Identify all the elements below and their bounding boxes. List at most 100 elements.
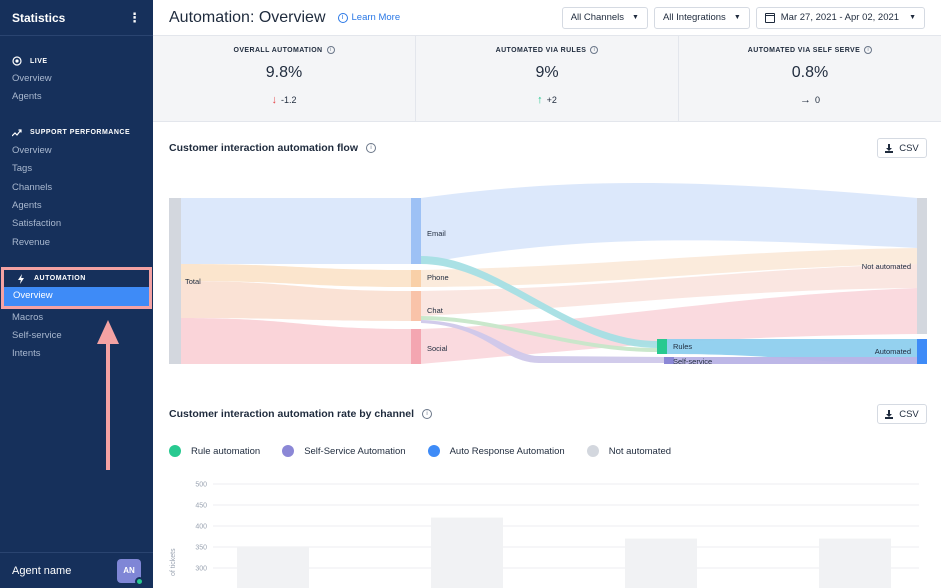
sidebar-item-intents[interactable]: Intents xyxy=(12,348,41,360)
integrations-dropdown[interactable]: All Integrations ▼ xyxy=(653,6,750,29)
arrow-up-icon: ↑ xyxy=(537,94,543,106)
node-total xyxy=(169,198,181,364)
download-icon xyxy=(885,143,894,153)
download-icon xyxy=(885,409,894,419)
legend-item-not-automated[interactable]: Not automated xyxy=(586,445,671,457)
info-icon[interactable]: i xyxy=(864,46,873,54)
sidebar: Statistics ⋮ LIVE Overview Agents SUPPOR… xyxy=(0,0,153,588)
kpi-value: 0.8% xyxy=(791,64,829,81)
sidebar-item-self-service[interactable]: Self-service xyxy=(12,329,62,341)
sidebar-item-channels[interactable]: Channels xyxy=(12,181,53,193)
sidebar-item-live-overview[interactable]: Overview xyxy=(12,73,52,84)
flow-total-phone xyxy=(181,264,411,287)
bar-not-automated[interactable] xyxy=(625,538,697,588)
date-range-dropdown[interactable]: Mar 27, 2021 - Apr 02, 2021 ▼ xyxy=(755,6,925,29)
node-automated xyxy=(917,339,927,364)
automation-rate-bar-chart: of tickets 500 450 400 350 300 xyxy=(170,482,919,588)
highlight-box: AUTOMATION Overview xyxy=(1,267,152,309)
sidebar-section-support-performance: SUPPORT PERFORMANCE Overview Tags Channe… xyxy=(0,124,153,252)
info-icon[interactable]: i xyxy=(326,46,335,54)
sidebar-item-automation-overview[interactable]: Overview xyxy=(4,287,149,306)
learn-more-link[interactable]: i Learn More xyxy=(337,12,400,23)
legend-swatch xyxy=(427,445,440,457)
node-email xyxy=(411,198,421,264)
node-self-service xyxy=(664,357,674,364)
flow-section-title: Customer interaction automation flow i xyxy=(169,142,377,154)
bar-not-automated[interactable] xyxy=(237,547,309,588)
arrow-right-icon: → xyxy=(799,94,811,106)
kpi-automated-via-rules: AUTOMATED VIA RULES i 9% ↑ +2 xyxy=(416,36,679,121)
kpi-label: AUTOMATED VIA RULES xyxy=(495,46,587,54)
y-tick-label: 350 xyxy=(195,545,207,552)
automation-flow-sankey: Total Email Phone Chat Social Rules Self… xyxy=(169,183,927,366)
info-icon[interactable]: i xyxy=(366,143,377,153)
info-icon[interactable]: i xyxy=(422,409,433,419)
legend-swatch xyxy=(282,445,295,457)
sidebar-section-header: AUTOMATION xyxy=(4,270,149,287)
top-bar: Automation: Overview i Learn More All Ch… xyxy=(153,0,941,36)
sidebar-title: Statistics xyxy=(12,10,66,25)
flow-email-not-automated xyxy=(421,183,917,264)
online-status-dot xyxy=(135,576,144,586)
kpi-automated-via-self-serve: AUTOMATED VIA SELF SERVE i 0.8% → 0 xyxy=(679,36,941,121)
node-label-automated: Automated xyxy=(875,347,911,356)
sidebar-item-satisfaction[interactable]: Satisfaction xyxy=(12,218,62,230)
bar-not-automated[interactable] xyxy=(431,517,503,588)
flow-csv-button[interactable]: CSV xyxy=(877,138,927,158)
caret-down-icon: ▼ xyxy=(909,14,916,21)
sidebar-section-automation: AUTOMATION Overview Macros Self-service … xyxy=(0,267,153,364)
sidebar-section-live: LIVE Overview Agents xyxy=(0,52,153,107)
y-tick-label: 450 xyxy=(195,503,207,510)
node-label-chat: Chat xyxy=(427,306,444,315)
flow-total-social xyxy=(181,318,411,364)
node-label-rules: Rules xyxy=(673,342,692,351)
sidebar-item-macros[interactable]: Macros xyxy=(12,311,44,323)
sidebar-item-performance-overview[interactable]: Overview xyxy=(12,144,52,156)
bolt-icon xyxy=(16,273,26,284)
info-icon[interactable]: i xyxy=(590,46,599,54)
rate-csv-button[interactable]: CSV xyxy=(877,404,927,424)
sidebar-section-header: LIVE xyxy=(0,52,153,70)
sidebar-item-tags[interactable]: Tags xyxy=(12,163,33,175)
node-label-not-automated: Not automated xyxy=(862,262,911,271)
info-icon: i xyxy=(337,12,348,23)
sidebar-item-performance-agents[interactable]: Agents xyxy=(12,199,42,211)
sidebar-item-live-agents[interactable]: Agents xyxy=(12,91,42,103)
agent-name: Agent name xyxy=(12,564,72,577)
page-title: Automation: Overview xyxy=(169,8,326,26)
kpi-value: 9.8% xyxy=(265,64,303,81)
calendar-icon xyxy=(764,12,775,23)
chart-legend: Rule automation Self-Service Automation … xyxy=(169,445,671,457)
flow-social-not-automated xyxy=(421,288,917,364)
kpi-delta: +2 xyxy=(546,95,557,105)
legend-item-auto-response[interactable]: Auto Response Automation xyxy=(427,445,565,457)
kpi-overall-automation: OVERALL AUTOMATION i 9.8% ↓ -1.2 xyxy=(153,36,416,121)
avatar[interactable]: AN xyxy=(117,558,144,586)
filter-bar: All Channels ▼ All Integrations ▼ Mar 27… xyxy=(561,6,925,29)
caret-down-icon: ▼ xyxy=(632,14,639,21)
kpi-value: 9% xyxy=(535,64,559,81)
bar-not-automated[interactable] xyxy=(819,538,891,588)
legend-item-rule-automation[interactable]: Rule automation xyxy=(169,445,260,457)
node-chat xyxy=(411,291,421,321)
legend-item-self-service[interactable]: Self-Service Automation xyxy=(282,445,406,457)
annotation-arrow-icon xyxy=(97,320,119,470)
y-axis-label: of tickets xyxy=(170,548,177,576)
y-tick-label: 500 xyxy=(195,482,207,489)
caret-down-icon: ▼ xyxy=(733,14,741,21)
node-rules xyxy=(657,339,667,354)
kpi-label: OVERALL AUTOMATION xyxy=(233,46,323,54)
node-social xyxy=(411,329,421,364)
kpi-label: AUTOMATED VIA SELF SERVE xyxy=(747,46,861,54)
node-label-email: Email xyxy=(427,229,446,238)
flow-chat-rules xyxy=(421,316,657,352)
channels-dropdown[interactable]: All Channels ▼ xyxy=(561,6,648,29)
trend-icon xyxy=(12,128,22,138)
kpi-delta: 0 xyxy=(814,95,820,105)
kpi-delta: -1.2 xyxy=(280,95,297,105)
sidebar-section-header: SUPPORT PERFORMANCE xyxy=(0,124,153,142)
sidebar-item-revenue[interactable]: Revenue xyxy=(12,236,51,248)
kebab-menu-icon[interactable]: ⋮ xyxy=(128,9,141,25)
flow-email-rules xyxy=(421,256,657,348)
node-label-social: Social xyxy=(427,344,448,353)
